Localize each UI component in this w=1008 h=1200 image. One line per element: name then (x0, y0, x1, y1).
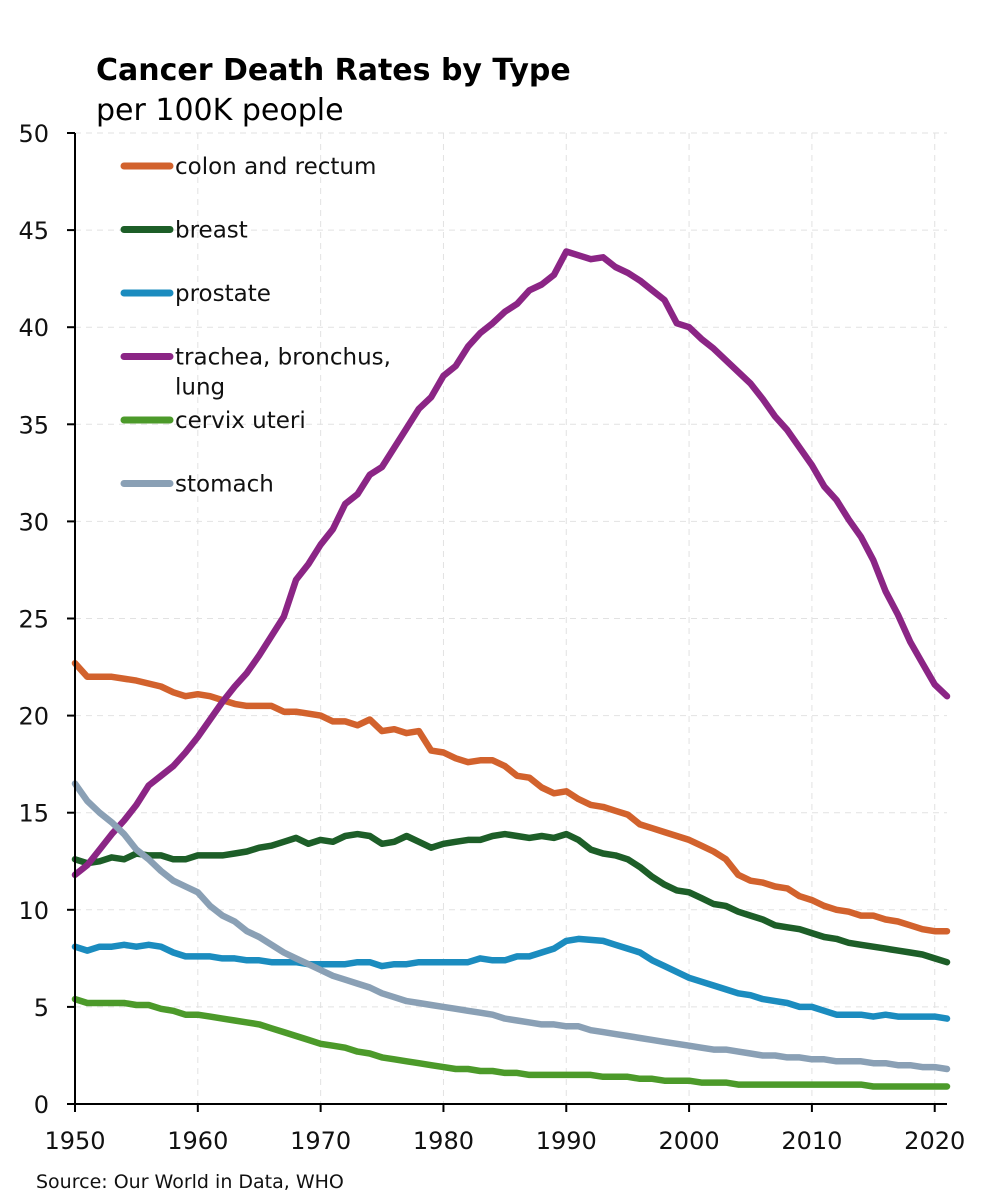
y-tick-label: 20 (18, 703, 49, 731)
chart-source: Source: Our World in Data, WHO (36, 1171, 344, 1193)
chart-title: Cancer Death Rates by Type (96, 53, 571, 88)
y-tick-label: 40 (18, 314, 49, 342)
y-tick-label: 30 (18, 508, 49, 536)
x-tick-label: 1950 (44, 1127, 105, 1155)
chart-subtitle: per 100K people (96, 93, 344, 128)
legend-label-3: trachea, bronchus, lung (175, 345, 391, 401)
series-line-3 (71, 248, 951, 879)
series-lines (71, 248, 951, 1090)
legend-label-2: prostate (175, 281, 271, 307)
x-tick-label: 2000 (659, 1127, 720, 1155)
series-line-2 (71, 935, 951, 1022)
y-tick-label: 35 (18, 411, 49, 439)
y-tick-label: 5 (34, 994, 49, 1022)
series-line-0 (71, 659, 951, 935)
y-tick-label: 10 (18, 897, 49, 925)
y-tick-label: 50 (18, 120, 49, 148)
y-tick-label: 45 (18, 217, 49, 245)
axes: 0 5 10 15 20 25 30 35 40 45 50 1950 1960 1970 1980 1990… (18, 120, 965, 1155)
x-tick-label: 1960 (167, 1127, 228, 1155)
series-line-4 (71, 995, 951, 1090)
x-tick-label: 1980 (413, 1127, 474, 1155)
legend: colon and rectum breast prostate trachea, b… (120, 154, 391, 498)
y-tick-label: 0 (34, 1091, 49, 1119)
legend-label-1: breast (175, 218, 248, 244)
x-tick-label: 2010 (781, 1127, 842, 1155)
legend-label-4: cervix uteri (175, 408, 306, 434)
legend-label-5: stomach (175, 472, 274, 498)
y-tick-label: 25 (18, 606, 49, 634)
x-tick-label: 1990 (536, 1127, 597, 1155)
grid (75, 132, 947, 1104)
x-tick-label: 1970 (290, 1127, 351, 1155)
legend-label-0: colon and rectum (175, 154, 376, 180)
series-line-1 (71, 830, 951, 966)
series-line-5 (71, 780, 951, 1073)
y-tick-label: 15 (18, 800, 49, 828)
x-tick-label: 2020 (904, 1127, 965, 1155)
